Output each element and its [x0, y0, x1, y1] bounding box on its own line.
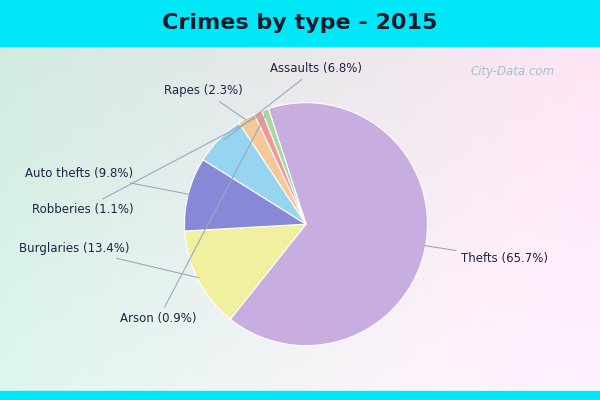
Text: Assaults (6.8%): Assaults (6.8%) [224, 62, 362, 140]
Text: Robberies (1.1%): Robberies (1.1%) [32, 117, 257, 216]
Text: Rapes (2.3%): Rapes (2.3%) [164, 84, 246, 120]
Wedge shape [262, 109, 306, 224]
Text: City-Data.com: City-Data.com [471, 66, 555, 78]
Wedge shape [254, 111, 306, 224]
Bar [0, 0, 600, 46]
Wedge shape [185, 160, 306, 231]
Text: Arson (0.9%): Arson (0.9%) [120, 116, 265, 326]
Text: Burglaries (13.4%): Burglaries (13.4%) [19, 242, 199, 278]
Bar [0, 391, 600, 400]
Text: Auto thefts (9.8%): Auto thefts (9.8%) [25, 167, 189, 194]
Text: Thefts (65.7%): Thefts (65.7%) [425, 246, 548, 265]
Wedge shape [185, 224, 306, 319]
Text: Crimes by type - 2015: Crimes by type - 2015 [163, 13, 437, 33]
Wedge shape [230, 103, 427, 346]
Wedge shape [239, 114, 306, 224]
Wedge shape [203, 123, 306, 224]
